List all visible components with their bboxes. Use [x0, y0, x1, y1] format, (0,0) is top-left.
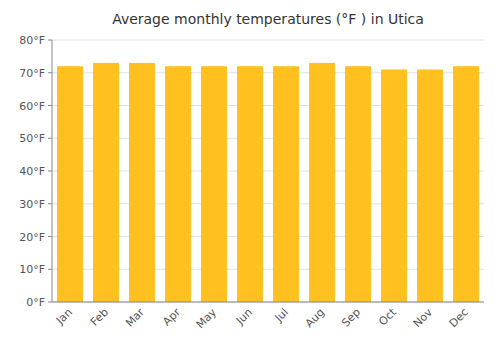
x-tick-label: Feb	[88, 306, 111, 329]
chart-container: Average monthly temperatures (°F ) in Ut…	[0, 0, 500, 350]
bars	[57, 63, 479, 302]
chart-svg: Average monthly temperatures (°F ) in Ut…	[0, 0, 500, 350]
x-tick-label: Jun	[233, 306, 255, 328]
x-axis-line	[52, 302, 484, 303]
y-tick-label: 20°F	[19, 231, 45, 244]
bar	[453, 66, 479, 302]
y-tick-label: 70°F	[19, 67, 45, 80]
y-tick-label: 50°F	[19, 132, 45, 145]
x-tick-label: Dec	[447, 306, 471, 330]
y-tick-label: 80°F	[19, 34, 45, 47]
y-tick	[48, 236, 52, 237]
y-tick-label: 0°F	[26, 296, 45, 309]
x-tick-label: Sep	[339, 306, 363, 330]
bar	[381, 69, 407, 302]
x-tick-label: Apr	[160, 305, 183, 328]
bar	[309, 63, 335, 302]
y-tick-label: 30°F	[19, 198, 45, 211]
bar	[165, 66, 191, 302]
x-tick-label: Mar	[123, 305, 147, 329]
y-tick	[48, 203, 52, 204]
y-tick	[48, 171, 52, 172]
grid-line	[52, 40, 484, 41]
y-tick	[48, 72, 52, 73]
y-tick-label: 60°F	[19, 100, 45, 113]
bar	[417, 69, 443, 302]
x-axis: Jan Feb Mar Apr May Jun Jul Aug Sep Oct Nov Dec	[53, 305, 471, 331]
x-tick-label: Oct	[376, 305, 399, 328]
y-tick	[48, 269, 52, 270]
bar	[129, 63, 155, 302]
y-axis: 0°F 10°F 20°F 30°F 40°F 50°F 60°F 70°F 80°F	[19, 34, 52, 309]
y-tick	[48, 105, 52, 106]
x-tick-label: Jul	[272, 306, 291, 325]
grid-line	[52, 302, 484, 303]
bar	[201, 66, 227, 302]
y-tick-label: 40°F	[19, 165, 45, 178]
bar	[57, 66, 83, 302]
x-tick-label: May	[194, 305, 220, 331]
y-tick	[48, 302, 52, 303]
y-tick-label: 10°F	[19, 263, 45, 276]
y-tick	[48, 138, 52, 139]
bar	[345, 66, 371, 302]
y-axis-line	[52, 40, 53, 302]
bar	[273, 66, 299, 302]
bar	[237, 66, 263, 302]
y-tick	[48, 40, 52, 41]
grid	[52, 40, 484, 302]
x-tick-label: Jan	[53, 306, 75, 328]
title: Average monthly temperatures (°F ) in Ut…	[112, 11, 424, 27]
x-tick-label: Nov	[411, 305, 436, 330]
x-tick-label: Aug	[303, 306, 327, 330]
bar	[93, 63, 119, 302]
